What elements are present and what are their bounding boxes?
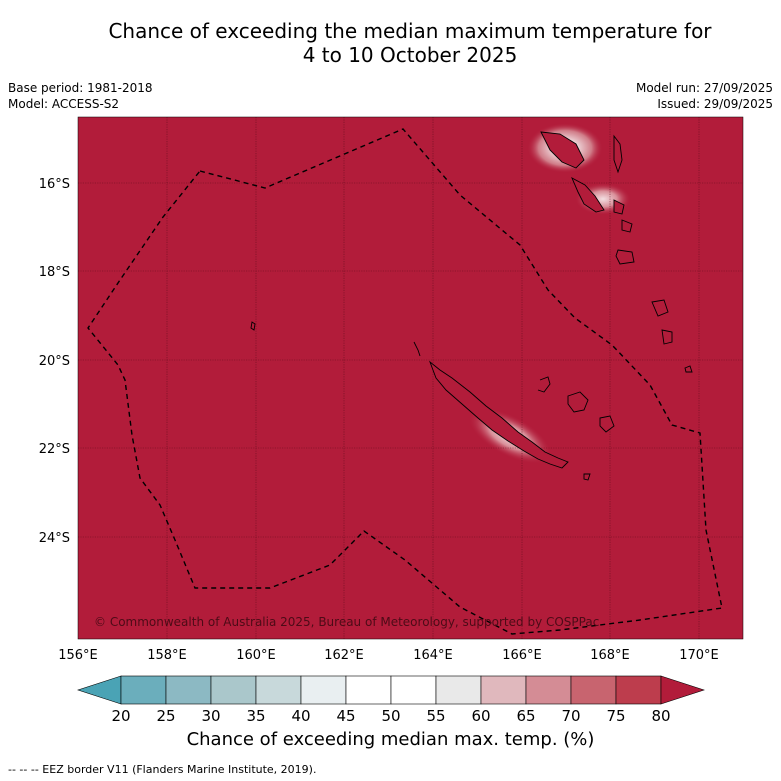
colorbar-extend-low [77, 675, 122, 705]
colorbar-segment [255, 675, 302, 705]
lon-tick: 158°E [147, 648, 187, 663]
eez-footnote: -- -- -- EEZ border V11 (Flanders Marine… [8, 763, 317, 776]
erromango [615, 249, 635, 265]
colorbar-segment [120, 675, 167, 705]
maewo-pentecost [613, 134, 623, 174]
lat-tick: 24°S [39, 531, 70, 546]
espiritu-santo [540, 131, 585, 169]
title-line-1: Chance of exceeding the median maximum t… [108, 19, 712, 43]
chart-title: Chance of exceeding the median maximum t… [0, 19, 781, 67]
map-frame [77, 116, 744, 640]
loyalty-island-mare [599, 415, 615, 433]
colorbar-tick-label: 45 [336, 707, 355, 725]
colorbar-segment [210, 675, 257, 705]
colorbar-extend-high [660, 675, 705, 705]
isle-of-pines [583, 473, 591, 481]
colorbar-tick-label: 30 [201, 707, 220, 725]
lon-tick: 164°E [413, 648, 453, 663]
lon-tick: 168°E [590, 648, 630, 663]
eez-border [87, 128, 723, 635]
lon-tick: 162°E [324, 648, 364, 663]
colorbar-title: Chance of exceeding median max. temp. (%… [186, 729, 595, 750]
chesterfield-reef [250, 321, 256, 331]
model-name: Model: ACCESS-S2 [8, 97, 120, 111]
colorbar-tick-label: 80 [651, 707, 670, 725]
colorbar-segment [300, 675, 347, 705]
lat-tick: 18°S [39, 265, 70, 280]
colorbar-tick-label: 20 [111, 707, 130, 725]
colorbar-segment [435, 675, 482, 705]
colorbar-segment [525, 675, 572, 705]
meta-left: Base period: 1981-2018 Model: ACCESS-S2 [8, 80, 153, 112]
colorbar-tick-label: 70 [561, 707, 580, 725]
colorbar-segment [570, 675, 617, 705]
lon-tick: 160°E [236, 648, 276, 663]
matthew-island [684, 365, 693, 373]
new-caledonia-mainland [429, 360, 569, 469]
colorbar-tick-label: 50 [381, 707, 400, 725]
lat-tick: 16°S [39, 177, 70, 192]
lat-tick-labels: 16°S 18°S 20°S 22°S 24°S [39, 177, 70, 546]
title-line-2: 4 to 10 October 2025 [302, 43, 518, 67]
issued-date: Issued: 29/09/2025 [657, 97, 773, 111]
colorbar-tick-label: 60 [471, 707, 490, 725]
lon-tick: 170°E [679, 648, 719, 663]
tanna [651, 299, 669, 317]
loyalty-island-ouvea [537, 376, 551, 393]
colorbar-segment [615, 675, 662, 705]
epi-shepherd [613, 199, 625, 215]
lon-tick: 166°E [502, 648, 542, 663]
colorbar-tick-label: 65 [516, 707, 535, 725]
map-background [78, 117, 743, 639]
colorbar-tick-label: 75 [606, 707, 625, 725]
belep-islands [413, 341, 421, 357]
malekula [571, 176, 605, 213]
base-period: Base period: 1981-2018 [8, 81, 153, 95]
graticule [78, 117, 743, 639]
colorbar-tick-label: 35 [246, 707, 265, 725]
model-run: Model run: 27/09/2025 [635, 81, 773, 95]
lat-tick: 22°S [39, 442, 70, 457]
colorbar-segment [390, 675, 437, 705]
colorbar-tick-label: 25 [156, 707, 175, 725]
colorbar-tick-label: 40 [291, 707, 310, 725]
lat-tick: 20°S [39, 354, 70, 369]
colorbar-tick-label: 55 [426, 707, 445, 725]
colorbar: 20 25 30 35 40 45 50 55 60 65 70 75 80 [77, 675, 705, 725]
colorbar-segment [345, 675, 392, 705]
colorbar-segment [165, 675, 212, 705]
efate [621, 219, 633, 233]
loyalty-island-lifou [567, 391, 589, 413]
lon-tick: 156°E [58, 648, 98, 663]
map-copyright: © Commonwealth of Australia 2025, Bureau… [94, 615, 599, 629]
meta-right: Model run: 27/09/2025 Issued: 29/09/2025 [636, 80, 773, 112]
lon-tick-labels: 156°E 158°E 160°E 162°E 164°E 166°E 168°… [58, 648, 719, 663]
aneityum [661, 329, 673, 345]
colorbar-segment [480, 675, 527, 705]
